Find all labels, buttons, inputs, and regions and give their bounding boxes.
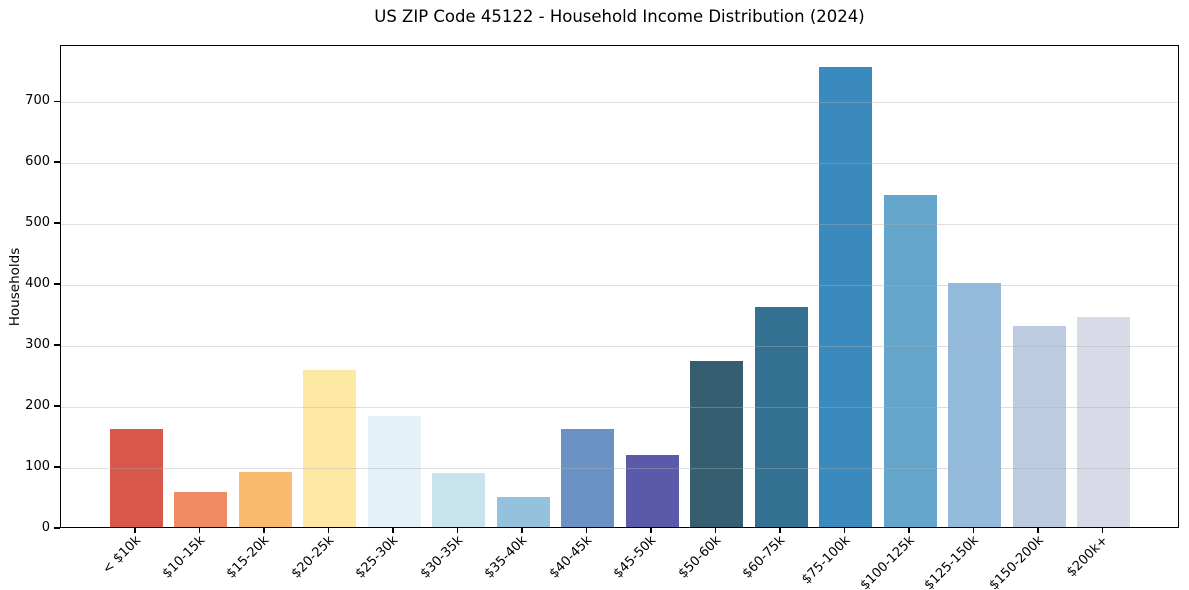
bar (367, 416, 421, 527)
gridline (61, 163, 1178, 165)
bar (883, 194, 937, 527)
x-tick-label: $35-40k (482, 533, 531, 582)
x-tick-mark (714, 528, 717, 533)
y-tick-label: 200 (25, 398, 50, 414)
bar (690, 361, 743, 527)
y-tick-mark (54, 100, 60, 102)
x-tick-label: $75-100k (798, 533, 854, 588)
y-tick-mark (54, 344, 60, 346)
bar (1012, 325, 1066, 527)
x-tick-mark (521, 528, 523, 533)
gridline (61, 102, 1178, 104)
y-tick-label: 600 (25, 154, 50, 170)
x-tick-label: $125-150k (921, 533, 983, 590)
x-tick-label: $30-35k (417, 533, 467, 582)
x-tick-mark (779, 528, 781, 533)
bar (109, 429, 163, 527)
x-tick-mark (972, 528, 975, 533)
bar (754, 307, 808, 527)
bar (238, 472, 292, 527)
gridline (61, 407, 1178, 409)
x-tick-label: $25-30k (353, 533, 402, 582)
bar (496, 496, 550, 527)
x-tick-label: $60-75k (740, 533, 789, 582)
bar (1077, 316, 1130, 527)
x-tick-label: $10-15k (159, 533, 209, 582)
bar (432, 473, 485, 527)
bar (625, 455, 679, 527)
x-tick-mark (456, 528, 459, 533)
x-tick-mark (392, 528, 394, 533)
x-tick-label: $40-45k (546, 533, 596, 582)
y-tick-mark (54, 527, 60, 529)
y-tick-mark (54, 405, 60, 407)
y-tick-label: 700 (25, 93, 50, 109)
y-tick-mark (54, 283, 60, 285)
bar (174, 491, 227, 527)
x-tick-label: < $10k (99, 533, 144, 578)
y-tick-mark (54, 222, 60, 224)
x-tick-label: $100-125k (857, 533, 918, 590)
y-tick-label: 500 (25, 215, 50, 231)
x-tick-label: $15-20k (224, 533, 273, 582)
gridline (61, 346, 1178, 348)
y-tick-label: 400 (25, 276, 50, 292)
x-tick-mark (134, 528, 136, 533)
gridline (61, 468, 1178, 469)
x-tick-mark (1101, 528, 1104, 533)
gridline (61, 224, 1178, 226)
bar (948, 283, 1001, 527)
x-tick-mark (327, 528, 330, 533)
y-tick-mark (54, 161, 60, 163)
plot-area (60, 45, 1179, 528)
gridline (61, 285, 1178, 287)
bar (561, 429, 614, 527)
x-tick-mark (843, 528, 846, 533)
chart-title: US ZIP Code 45122 - Household Income Dis… (374, 7, 865, 26)
x-tick-label: $20-25k (288, 533, 338, 582)
x-tick-label: $150-200k (986, 533, 1047, 590)
x-tick-label: $200k+ (1064, 533, 1112, 581)
bar (303, 369, 356, 527)
x-tick-mark (585, 528, 588, 533)
y-tick-label: 100 (25, 459, 50, 474)
y-tick-mark (54, 466, 60, 468)
x-tick-mark (1037, 528, 1039, 533)
x-tick-mark (263, 528, 265, 533)
x-tick-label: $50-60k (675, 533, 725, 582)
x-tick-label: $45-50k (611, 533, 660, 582)
y-tick-label: 300 (25, 337, 50, 353)
y-tick-label: 0 (41, 520, 50, 535)
x-tick-mark (650, 528, 652, 533)
bar (819, 66, 872, 527)
x-tick-mark (198, 528, 201, 533)
x-tick-mark (908, 528, 910, 533)
